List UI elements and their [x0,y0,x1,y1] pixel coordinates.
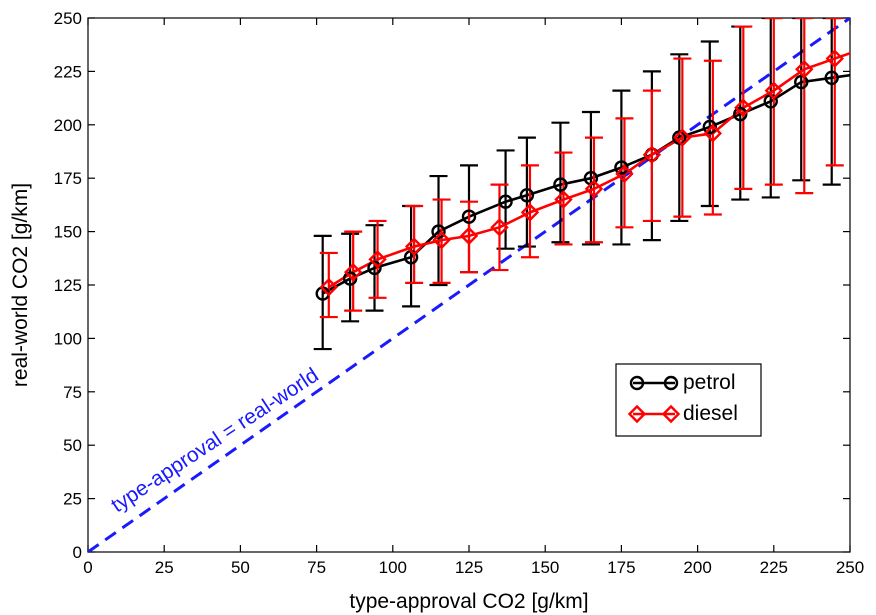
x-axis-title: type-approval CO2 [g/km] [349,590,588,613]
diesel-point-2 [368,250,387,269]
y-axis-title: real-world CO2 [g/km] [9,183,32,387]
petrol-point-4 [431,224,446,239]
legend-label-diesel: diesel [683,402,738,425]
x-tick-label-125: 125 [455,558,483,577]
y-tick-label-25: 25 [63,490,82,509]
x-tick-label-100: 100 [379,558,407,577]
legend-swatches [627,375,681,424]
petrol-point-1 [342,271,358,286]
petrol-point-16 [794,74,809,90]
diesel-point-3 [404,237,424,256]
reference-line [88,18,850,552]
petrol-point-2 [367,260,382,276]
y-tick-label-150: 150 [54,223,82,242]
diesel-point-1 [343,262,363,282]
y-tick-label-175: 175 [54,169,82,188]
diesel-point-13 [703,124,723,143]
diesel-point-17 [825,49,844,68]
diesel-point-4 [432,230,451,250]
y-tick-label-0: 0 [73,543,82,562]
legend-swatch-marker-left-diesel [627,404,647,424]
y-tick-label-225: 225 [54,62,82,81]
x-tick-label-0: 0 [83,558,92,577]
ticks-layer: 0 25 50 75 100 125 150 175 200 225 250 0 25 50 75 100 12… [54,9,865,577]
diesel-point-12 [673,128,692,147]
petrol-point-7 [519,188,535,203]
petrol-point-6 [498,194,513,209]
legend: petrol diesel [615,363,762,437]
x-tick-label-50: 50 [231,558,250,577]
petrol-point-13 [702,119,717,135]
petrol-point-17 [824,70,839,86]
petrol-point-5 [461,209,477,224]
x-tick-label-75: 75 [307,558,326,577]
y-tick-label-75: 75 [63,383,82,402]
x-tick-label-150: 150 [531,558,559,577]
legend-swatch-marker-right-diesel [661,404,681,424]
y-tick-label-100: 100 [54,329,82,348]
y-tick-label-200: 200 [54,116,82,135]
legend-box [615,363,762,437]
petrol-point-10 [614,160,629,175]
legend-swatch-marker-left-petrol [629,375,645,391]
diesel-point-7 [520,203,540,222]
petrol-point-8 [553,177,568,192]
diesel-point-5 [459,226,479,246]
markers-layer [315,49,844,301]
x-tick-label-175: 175 [607,558,635,577]
diesel-point-10 [615,164,634,184]
x-tick-label-250: 250 [836,558,864,577]
diesel-point-11 [642,145,662,164]
diesel-point-9 [584,179,604,199]
x-tick-label-200: 200 [683,558,711,577]
y-tick-label-50: 50 [63,436,82,455]
diesel-line [328,51,850,289]
legend-swatch-marker-right-petrol [663,375,679,391]
legend-label-petrol: petrol [683,371,736,394]
petrol-line [322,73,850,295]
y-tick-label-125: 125 [54,276,82,295]
x-tick-label-225: 225 [760,558,788,577]
diesel-point-0 [319,277,338,297]
diesel-point-6 [490,218,509,237]
diesel-point-14 [734,98,753,117]
x-tick-label-25: 25 [155,558,174,577]
y-tick-label-250: 250 [54,9,82,28]
diesel-point-8 [554,190,573,209]
diesel-point-16 [795,60,814,79]
petrol-point-14 [733,106,748,122]
diesel-point-15 [764,81,783,100]
